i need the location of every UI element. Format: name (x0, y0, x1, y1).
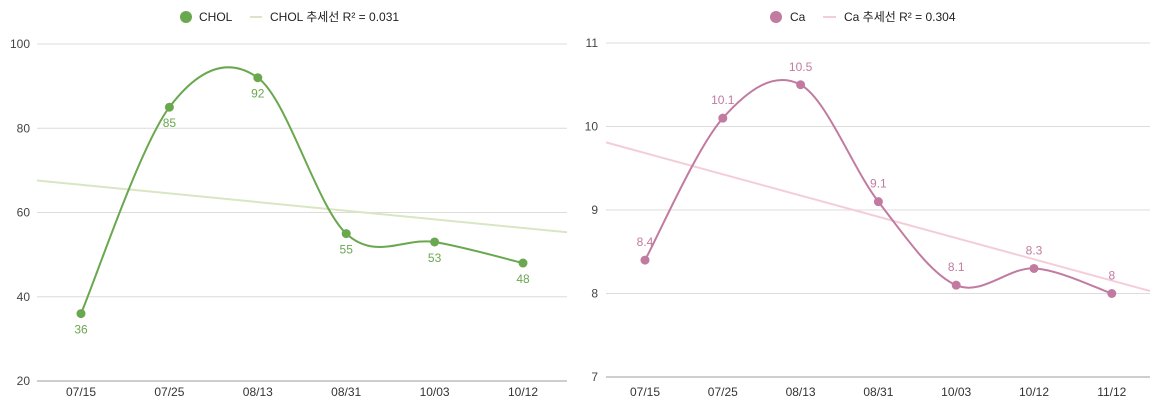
data-point (873, 197, 883, 207)
data-label: 85 (163, 116, 177, 130)
data-point (76, 309, 86, 319)
data-point (796, 80, 806, 90)
legend-marker (770, 11, 782, 23)
y-tick-label: 100 (10, 37, 30, 51)
data-point (1107, 289, 1117, 298)
data-point (341, 229, 351, 239)
data-label: 8 (1108, 269, 1115, 283)
legend-series-label: Ca (790, 10, 806, 24)
x-tick-label: 07/25 (708, 385, 738, 399)
data-point (164, 102, 174, 112)
x-tick-label: 08/13 (243, 385, 273, 399)
y-tick-label: 60 (17, 206, 31, 220)
data-label: 8.4 (637, 235, 654, 249)
y-tick-label: 80 (17, 121, 31, 135)
data-label: 8.3 (1026, 243, 1043, 257)
x-tick-label: 08/31 (863, 385, 893, 399)
data-label: 9.1 (870, 177, 887, 191)
x-tick-label: 10/12 (508, 385, 538, 399)
x-tick-label: 07/15 (630, 385, 660, 399)
x-tick-label: 11/12 (1097, 385, 1126, 399)
legend-marker (180, 11, 192, 23)
x-tick-label: 08/13 (786, 385, 816, 399)
trendline (605, 141, 1151, 292)
data-point (430, 237, 440, 247)
x-tick-label: 10/03 (941, 385, 971, 399)
data-label: 10.1 (711, 93, 735, 107)
y-tick-label: 11 (586, 36, 599, 50)
data-point (951, 280, 961, 290)
data-label: 92 (251, 87, 265, 101)
data-point (640, 255, 650, 265)
y-tick-label: 10 (585, 120, 599, 134)
x-tick-label: 10/12 (1019, 385, 1049, 399)
data-label: 36 (74, 323, 88, 337)
chol-line-chart: 20 40 60 80 100 07/15 07/25 08/13 08/31 10/03 10/1… (10, 10, 568, 399)
data-point (1029, 263, 1039, 273)
data-point (253, 73, 263, 83)
x-tick-label: 07/25 (154, 385, 184, 399)
y-tick-label: 8 (591, 287, 598, 301)
data-point (718, 113, 728, 123)
data-label: 8.1 (948, 260, 965, 274)
data-label: 55 (340, 243, 354, 257)
data-point (518, 258, 528, 268)
x-tick-label: 10/03 (420, 385, 450, 399)
y-tick-label: 40 (17, 290, 31, 304)
trendline (36, 179, 568, 234)
x-tick-label: 07/15 (66, 385, 96, 399)
data-label: 48 (516, 272, 530, 286)
x-tick-label: 08/31 (331, 385, 361, 399)
legend-trendline-label: Ca 추세선 R² = 0.304 (844, 10, 956, 24)
data-label: 53 (428, 251, 442, 265)
data-label: 10.5 (789, 60, 813, 74)
legend-trendline-label: CHOL 추세선 R² = 0.031 (270, 10, 399, 24)
legend-series-label: CHOL (199, 10, 233, 24)
y-tick-label: 20 (17, 374, 31, 388)
ca-line-chart: 7 8 9 10 11 07/15 07/25 08/13 08/31 10/03 10/12 11/… (585, 10, 1151, 399)
y-tick-label: 7 (591, 370, 598, 384)
y-tick-label: 9 (591, 203, 598, 217)
